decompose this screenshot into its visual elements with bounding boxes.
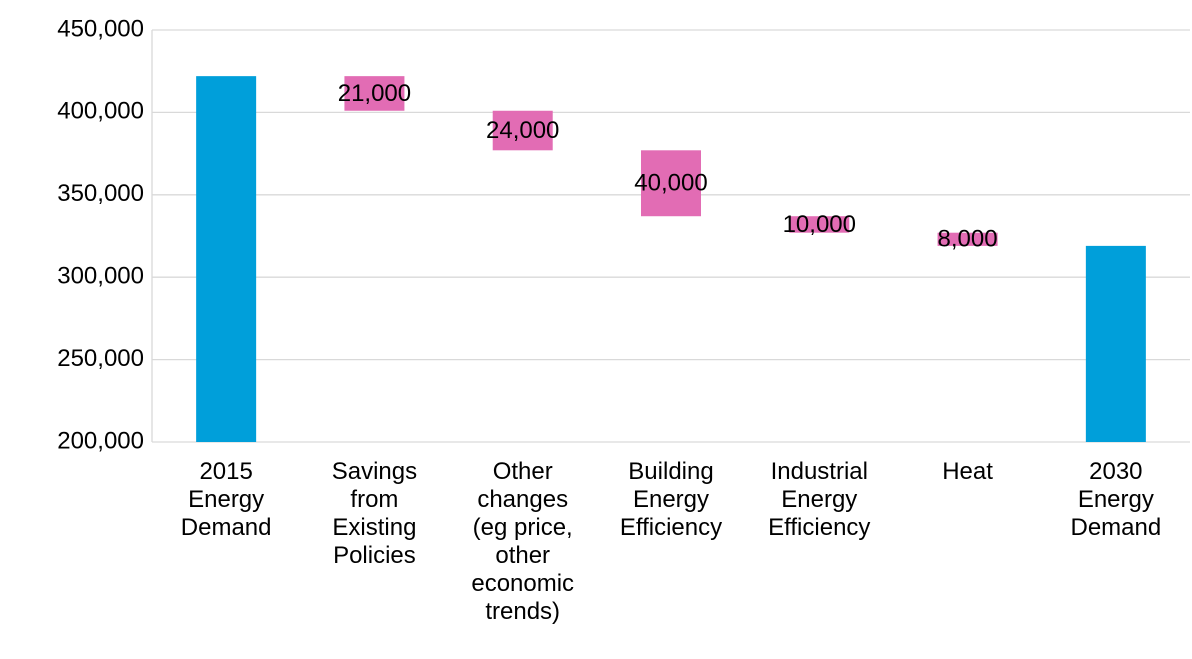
x-tick-label: Building Energy Efficiency: [619, 458, 723, 541]
data-label: 8,000: [938, 226, 998, 253]
data-label: 10,000: [783, 211, 856, 238]
y-tick-label: 200,000: [57, 427, 144, 454]
y-tick-label: 350,000: [57, 180, 144, 207]
x-tick-label: 2015 Energy Demand: [180, 458, 272, 541]
y-tick-label: 400,000: [57, 98, 144, 125]
y-tick-label: 250,000: [57, 345, 144, 372]
bar: [1085, 245, 1146, 442]
bar: [789, 216, 850, 233]
bar: [641, 150, 701, 217]
bar: [937, 232, 998, 246]
bar: [344, 76, 405, 111]
data-label: 24,000: [486, 117, 559, 144]
x-tick-label: Industrial Energy Efficiency: [768, 458, 871, 541]
bar: [196, 76, 257, 443]
x-tick-label: 2030 Energy Demand: [1070, 458, 1162, 541]
data-label: 40,000: [634, 170, 707, 197]
data-label: 21,000: [338, 80, 411, 107]
y-tick-label: 300,000: [57, 263, 144, 290]
x-tick-label: Savings from Existing Policies: [331, 458, 418, 569]
y-tick-label: 450,000: [57, 15, 144, 42]
bar: [492, 110, 553, 151]
x-tick-label: Heat: [942, 458, 993, 485]
x-tick-label: Other changes (eg price, other economic …: [471, 458, 575, 625]
